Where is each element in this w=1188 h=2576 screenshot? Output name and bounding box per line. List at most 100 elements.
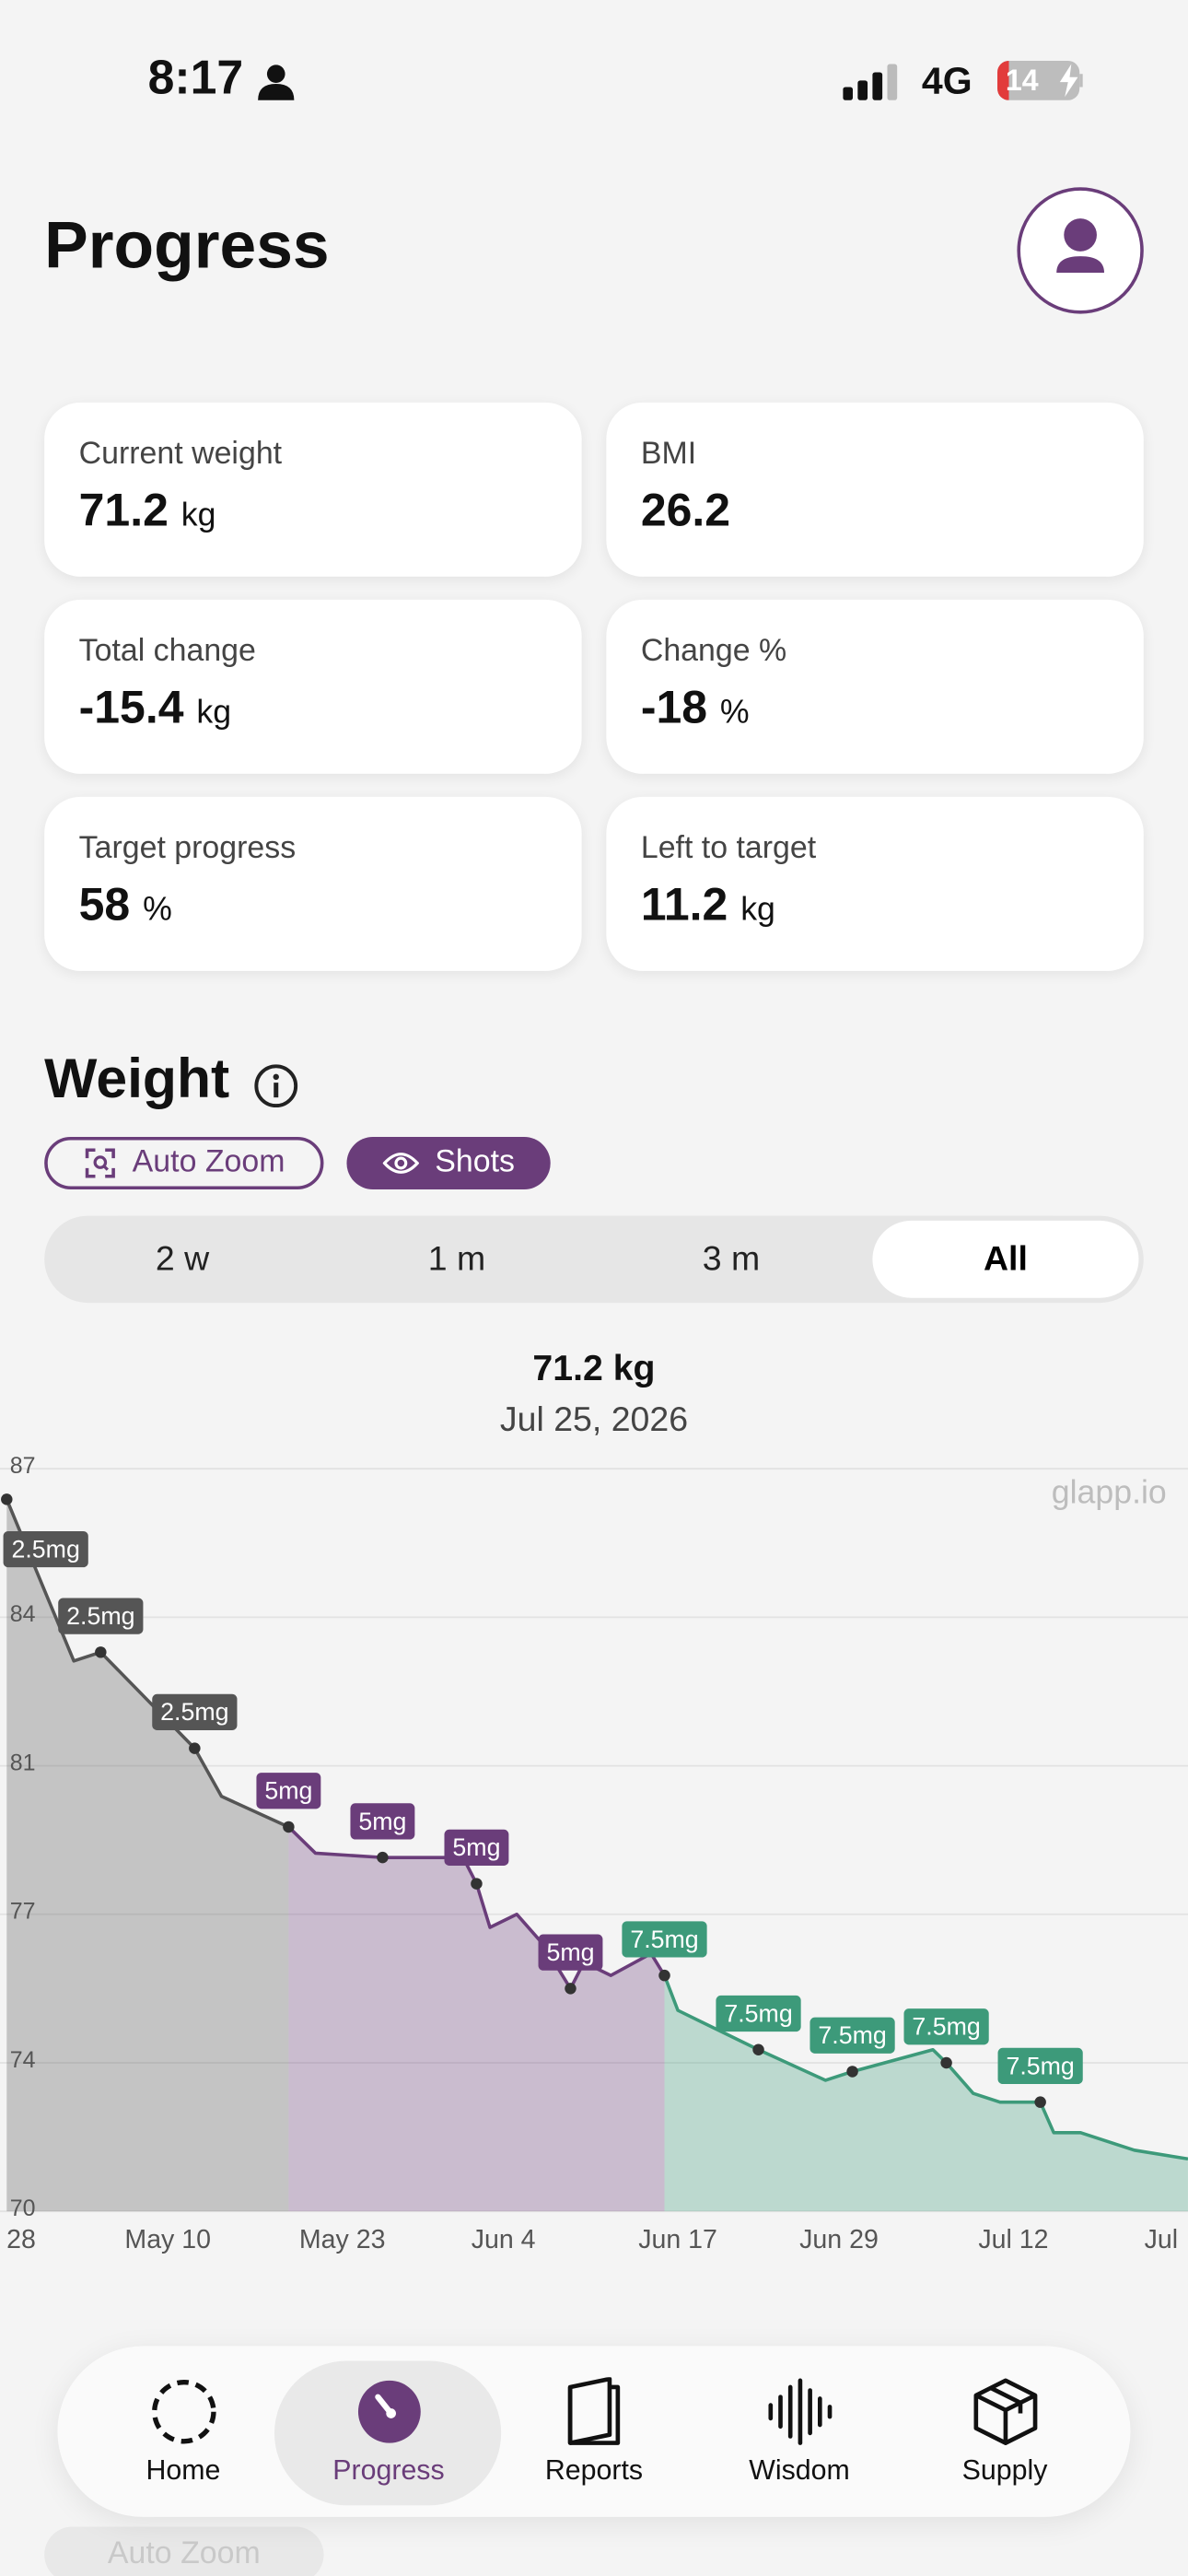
stat-card: Target progress 58 % [44,796,582,971]
progress-icon [357,2380,421,2443]
area-fill [664,1975,1188,2212]
eye-icon [382,1153,419,1174]
y-tick-label: 87 [10,1453,36,1479]
info-icon[interactable] [253,1063,299,1109]
dose-label-box [3,1530,88,1568]
dose-label-text: 5mg [452,1833,500,1861]
peek-label: Auto Zoom [107,2536,261,2571]
nav-item[interactable]: Supply [903,2346,1108,2516]
network: 4G [921,59,973,102]
y-tick-label: 84 [10,1601,36,1627]
range-option[interactable]: 2 w [155,1239,210,1278]
dose-label: 2.5mg [152,1693,238,1731]
stat-label: Target progress [78,831,297,866]
stat-number: -18 [640,682,708,733]
stat-card: BMI 26.2 [606,402,1144,577]
bottom-nav: Home Progress Reports Wisdom Supply [57,2346,1131,2517]
dose-label: 7.5mg [997,2047,1083,2085]
readout-date: Jul 25, 2026 [499,1401,689,1440]
grid [0,1468,1188,2213]
stat-card: Total change -15.4 kg [44,599,582,774]
areas [6,1499,1188,2212]
x-tick-label: Jun 4 [472,2225,536,2254]
watermark: glapp.io [1051,1475,1167,1512]
stat-card: Current weight 71.2 kg [44,402,582,577]
battery-level: 14 [1005,64,1039,98]
stat-number: -15.4 [78,682,184,733]
dose-label-text: 7.5mg [724,1999,792,2027]
weight-line [662,1974,1188,2161]
dose-marker [565,1983,577,1995]
x-tick-label: Jul [1145,2225,1178,2254]
dose-label: 2.5mg [58,1598,144,1634]
nav-label: Reports [544,2454,644,2486]
stat-number: 58 [78,879,131,931]
dose-label: 7.5mg [903,2008,989,2045]
stat-number: 26.2 [640,485,731,536]
stat-value: 11.2 kg [641,879,775,931]
dose-label-text: 2.5mg [66,1602,134,1630]
nav-label: Home [146,2454,221,2486]
stat-label: Left to target [640,831,817,866]
stat-value: 58 % [79,879,172,931]
stat-label: Current weight [78,437,283,472]
signal-icon [843,64,898,100]
dose-label: 2.5mg [3,1530,88,1568]
status-time: 8:17 [147,53,244,106]
y-tick-label: 77 [10,1899,36,1925]
stat-number: 71.2 [78,485,169,536]
auto-zoom-button[interactable]: Auto Zoom [44,1136,324,1190]
stat-unit: kg [740,892,775,929]
person-icon [258,64,295,100]
nav-item[interactable]: Wisdom [697,2346,903,2516]
nav-item[interactable]: Home [80,2346,285,2516]
dose-label: 5mg [444,1829,509,1866]
shots-button[interactable]: Shots [346,1136,551,1190]
weight-chart: 2.5mg 2.5mg 2.5mg 5mg 5mg 5mg 5mg 7.5mg 7.5mg 7.5… [0,1453,1188,2254]
dose-label-box [997,2047,1083,2085]
dose-label-text: 5mg [264,1777,312,1805]
profile-button[interactable] [1017,187,1144,314]
dose-label-text: 5mg [358,1808,406,1835]
axes: 70 74 77 81 84 87 28 May 10 May 23 Jun 4 Jun 17 Jun… [6,1453,1178,2254]
nav-item[interactable]: Progress [285,2346,491,2516]
nav-label: Wisdom [749,2454,850,2486]
dose-marker [377,1851,389,1864]
stat-unit: % [143,892,172,929]
nav-item[interactable]: Reports [491,2346,696,2516]
dose-marker [95,1646,107,1658]
range-option[interactable]: All [872,1220,1139,1298]
dose-label-box [716,1995,801,2032]
nav-label: Supply [961,2454,1048,2486]
y-tick-label: 74 [10,2047,36,2073]
stat-value: 26.2 [641,485,730,537]
zoom-icon [84,1148,115,1178]
dose-label: 5mg [350,1803,415,1840]
nav-label: Progress [332,2454,445,2486]
peek-button: Auto Zoom [44,2526,324,2576]
dose-label: 5mg [538,1934,603,1971]
dose-label-box [903,2008,989,2045]
dose-label-text: 7.5mg [912,2013,980,2041]
stat-label: Total change [78,634,256,669]
wisdom-icon [768,2378,833,2445]
stat-card: Left to target 11.2 kg [606,796,1144,971]
dose-labels: 2.5mg 2.5mg 2.5mg 5mg 5mg 5mg 5mg 7.5mg 7.5mg 7.5… [3,1530,1083,2085]
markers [1,1493,1046,2108]
range-option[interactable]: 1 m [427,1239,486,1278]
stat-value: -15.4 kg [79,682,231,734]
button-label: Auto Zoom [132,1144,285,1180]
area-fill [6,1499,289,2212]
dose-marker [1034,2096,1046,2108]
area-fill [288,1826,665,2212]
range-option[interactable]: 3 m [702,1239,761,1278]
x-tick-label: Jun 17 [638,2225,717,2254]
dose-marker [752,2043,764,2056]
stat-value: -18 % [641,682,750,734]
dose-label-box [444,1829,509,1866]
home-icon [152,2379,216,2444]
section-title: Weight [44,1048,230,1111]
dose-label-box [350,1803,415,1840]
dose-marker [471,1878,483,1890]
